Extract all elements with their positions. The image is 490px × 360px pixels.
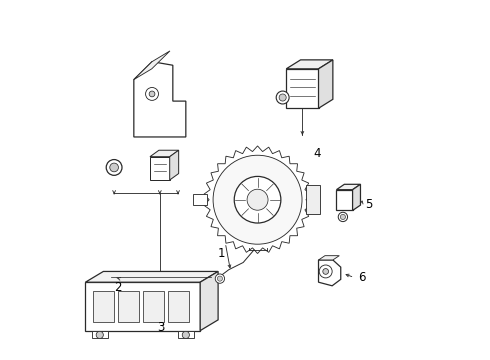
Circle shape xyxy=(338,212,347,222)
Circle shape xyxy=(341,214,345,220)
Circle shape xyxy=(215,274,224,283)
Circle shape xyxy=(146,87,158,100)
Polygon shape xyxy=(150,150,179,157)
Polygon shape xyxy=(318,256,339,260)
Polygon shape xyxy=(353,184,361,211)
Circle shape xyxy=(323,269,329,274)
Text: 4: 4 xyxy=(313,147,320,159)
Polygon shape xyxy=(318,60,333,108)
Polygon shape xyxy=(170,150,179,180)
Circle shape xyxy=(234,176,281,223)
Polygon shape xyxy=(178,330,194,338)
Circle shape xyxy=(149,91,155,97)
Text: 1: 1 xyxy=(218,247,225,260)
Polygon shape xyxy=(286,69,318,108)
Polygon shape xyxy=(93,291,114,321)
Text: 2: 2 xyxy=(114,281,122,294)
Polygon shape xyxy=(150,157,170,180)
Circle shape xyxy=(182,331,190,338)
Polygon shape xyxy=(168,291,189,321)
Circle shape xyxy=(106,159,122,175)
Polygon shape xyxy=(286,60,333,69)
Polygon shape xyxy=(204,146,311,253)
Polygon shape xyxy=(92,330,108,338)
Polygon shape xyxy=(134,51,170,80)
Circle shape xyxy=(213,155,302,244)
Circle shape xyxy=(247,189,268,210)
Polygon shape xyxy=(318,260,341,286)
Polygon shape xyxy=(134,62,186,137)
Circle shape xyxy=(319,265,332,278)
Polygon shape xyxy=(85,282,200,330)
Circle shape xyxy=(96,331,103,338)
Circle shape xyxy=(218,276,222,281)
Circle shape xyxy=(279,94,286,101)
Text: 5: 5 xyxy=(365,198,372,211)
Text: 6: 6 xyxy=(358,271,366,284)
Polygon shape xyxy=(337,184,361,190)
Polygon shape xyxy=(193,194,207,205)
Circle shape xyxy=(276,91,289,104)
Polygon shape xyxy=(306,185,320,214)
Text: 3: 3 xyxy=(157,320,165,333)
Polygon shape xyxy=(337,190,353,211)
Polygon shape xyxy=(85,271,218,282)
Circle shape xyxy=(110,163,119,172)
Polygon shape xyxy=(143,291,164,321)
Polygon shape xyxy=(200,271,218,330)
Polygon shape xyxy=(118,291,139,321)
